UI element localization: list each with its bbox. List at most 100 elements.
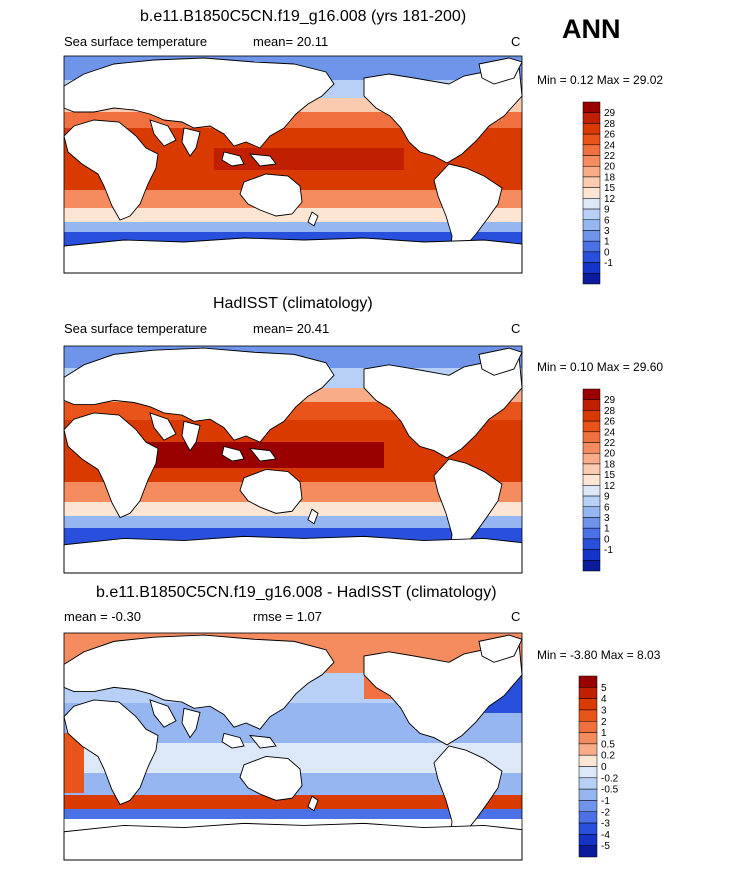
panel1-colorbar-swatch [582, 144, 601, 156]
panel2-colorbar-swatch [582, 388, 601, 400]
panel2-colorbar-tick-label: 3 [604, 513, 610, 524]
panel3-colorbar-swatch [578, 754, 598, 767]
panel2-colorbar-tick-label: 24 [604, 427, 616, 438]
panel1-units: C [511, 34, 521, 49]
panel3-colorbar-swatch [578, 822, 598, 835]
panel2-units: C [511, 321, 521, 336]
panel3-colorbar-swatch [578, 834, 598, 846]
panel3-colorbar-swatch [578, 675, 598, 688]
panel3-map [63, 632, 523, 861]
panel3-colorbar-swatch [578, 766, 598, 779]
panel2-mean: mean= 20.41 [253, 321, 330, 336]
panel3-colorbar-tick-label: 0.5 [601, 739, 615, 750]
panel3-colorbar-tick-label: -0.5 [601, 785, 619, 796]
panel3-rmse: rmse = 1.07 [253, 609, 323, 624]
panel1-colorbar-swatch [582, 155, 601, 167]
panel3-colorbar-tick-label: -3 [601, 819, 610, 830]
panel2-minmax: Min = 0.10 Max = 29.60 [537, 360, 664, 374]
panel1-colorbar-swatch [582, 262, 601, 274]
panel3-colorbar-tick-label: -1 [601, 796, 610, 807]
panel3-colorbar-tick-label: -5 [601, 841, 610, 852]
panel1-colorbar-tick-label: 24 [604, 140, 616, 151]
panel1-colorbar-swatch [582, 101, 601, 113]
panel1-colorbar-tick-label: 6 [604, 215, 610, 226]
panel2-colorbar-tick-label: 29 [604, 395, 616, 406]
panel2-colorbar-swatch [582, 474, 601, 486]
season-label: ANN [562, 14, 621, 44]
panel3-colorbar-tick-label: 2 [601, 717, 607, 728]
panel1-colorbar-swatch [582, 240, 601, 253]
panel1-colorbar-swatch [582, 187, 601, 199]
panel2-colorbar-tick-label: 15 [604, 470, 616, 481]
panel1-title: b.e11.B1850C5CN.f19_g16.008 (yrs 181-200… [140, 8, 467, 25]
panel3-units: C [511, 609, 521, 624]
panel2-colorbar-tick-label: 1 [604, 524, 610, 535]
panel2-colorbar-swatch [582, 517, 601, 529]
panel2-map [63, 345, 523, 574]
panel3-colorbar-swatch [578, 800, 598, 812]
panel2-colorbar-swatch [582, 420, 601, 433]
panel3-colorbar-swatch [578, 698, 598, 711]
panel2-colorbar-swatch [582, 399, 601, 411]
panel2-variable: Sea surface temperature [64, 321, 208, 336]
panel1-colorbar-tick-label: 29 [604, 108, 616, 119]
panel1-mean: mean= 20.11 [253, 34, 329, 49]
panel2-colorbar-tick-label: 0 [604, 534, 610, 545]
panel3-colorbar-tick-label: 3 [601, 705, 607, 716]
panel1-colorbar-swatch [582, 133, 601, 146]
panel1-colorbar-swatch [582, 123, 601, 135]
panel2-colorbar-tick-label: -1 [604, 545, 613, 556]
panel1-colorbar-tick-label: 26 [604, 130, 616, 141]
panel3-colorbar-tick-label: 0.2 [601, 751, 615, 762]
panel2-colorbar-tick-label: 9 [604, 492, 610, 503]
panel1-colorbar-tick-label: 12 [604, 194, 616, 205]
panel3-colorbar-tick-label: -4 [601, 830, 610, 841]
panel3-colorbar-swatch [578, 732, 598, 745]
panel2-colorbar-swatch [582, 495, 601, 508]
panel3-colorbar-tick-label: -2 [601, 807, 610, 818]
panel2-colorbar-tick-label: 6 [604, 502, 610, 513]
panel1-colorbar-swatch [582, 230, 601, 242]
panel1-map [63, 55, 523, 274]
panel2-colorbar-swatch [582, 442, 601, 454]
panel3-colorbar-swatch [578, 709, 598, 722]
panel2-colorbar-swatch [582, 431, 601, 443]
panel3-colorbar-tick-label: 1 [601, 728, 607, 739]
panel1-colorbar-tick-label: 9 [604, 205, 610, 216]
panel2-colorbar-swatch [582, 538, 601, 550]
panel2-colorbar-swatch [582, 506, 601, 518]
panel2-colorbar-tick-label: 20 [604, 449, 616, 460]
panel3-colorbar-tick-label: -0.2 [601, 773, 619, 784]
panel2-colorbar-swatch [582, 560, 601, 572]
panel2-colorbar-swatch [582, 410, 601, 422]
panel3-colorbar-swatch [578, 777, 598, 790]
panel2-colorbar-swatch [582, 452, 601, 465]
panel2-colorbar-swatch [582, 527, 601, 540]
panel1-colorbar-swatch [582, 176, 601, 188]
panel2-colorbar-tick-label: 12 [604, 481, 616, 492]
panel1-colorbar-tick-label: 28 [604, 119, 616, 130]
panel2-title: HadISST (climatology) [213, 295, 373, 312]
panel3-colorbar-swatch [578, 811, 598, 824]
panel1-colorbar-tick-label: 15 [604, 183, 616, 194]
panel2-colorbar-swatch [582, 463, 601, 475]
panel3-colorbar-tick-label: 5 [601, 683, 607, 694]
panel2-colorbar-tick-label: 26 [604, 417, 616, 428]
panel1-variable: Sea surface temperature [64, 34, 208, 49]
panel3-colorbar-swatch [578, 687, 598, 699]
panel3-colorbar-swatch [578, 788, 598, 801]
panel1-colorbar-swatch [582, 273, 601, 285]
panel3-colorbar-tick-label: 4 [601, 694, 607, 705]
panel1-minmax: Min = 0.12 Max = 29.02 [537, 73, 664, 87]
panel2-colorbar-tick-label: 22 [604, 438, 616, 449]
panel1-colorbar-swatch [582, 208, 601, 221]
panel1-colorbar-swatch [582, 198, 601, 210]
panel3-colorbar-swatch [578, 845, 598, 858]
panel2-colorbar-swatch [582, 485, 601, 497]
panel1-colorbar-swatch [582, 165, 601, 178]
panel2-colorbar-swatch [582, 549, 601, 561]
panel3-colorbar-tick-label: 0 [601, 762, 607, 773]
